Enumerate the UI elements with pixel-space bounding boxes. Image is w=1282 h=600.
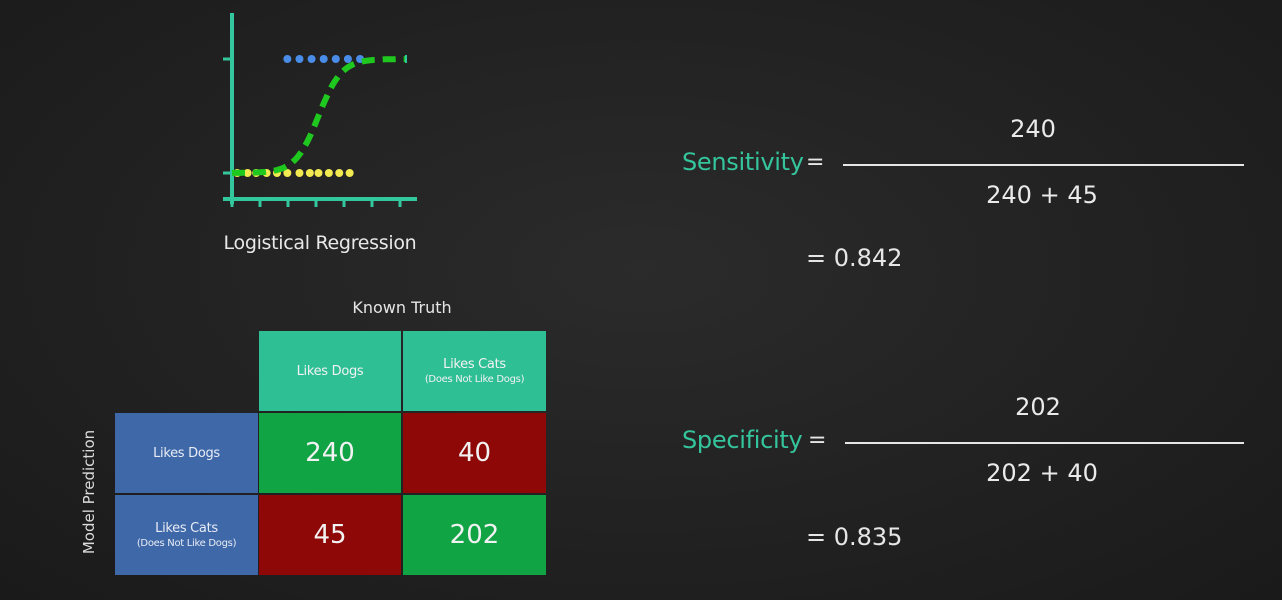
col-header-label: Likes Cats: [443, 357, 506, 372]
sensitivity-denominator: 240 + 45: [986, 181, 1098, 209]
data-point-bottom: [335, 169, 344, 177]
data-point-bottom: [295, 169, 304, 177]
row-axis-label: Model Prediction: [80, 429, 98, 555]
cell-value: 240: [305, 438, 355, 468]
data-point-bottom: [305, 169, 314, 177]
data-point-bottom: [314, 169, 323, 177]
col-header-sublabel: (Does Not Like Dogs): [424, 374, 525, 385]
specificity-label: Specificity: [682, 426, 803, 454]
row-header-likes-dogs: Likes Dogs: [115, 413, 258, 493]
logistic-curve: [232, 56, 405, 176]
data-point-top: [295, 55, 304, 63]
data-point-top: [283, 55, 292, 63]
specificity-equals: =: [808, 428, 827, 453]
data-point-bottom: [324, 169, 333, 177]
row-header-label: Likes Dogs: [153, 445, 220, 461]
logistic-regression-chart: [223, 13, 417, 207]
row-header-sublabel: (Does Not Like Dogs): [136, 538, 237, 549]
specificity-denominator: 202 + 40: [986, 459, 1098, 487]
sensitivity-result: = 0.842: [806, 244, 903, 272]
chart-axes: [223, 13, 417, 207]
data-point-bottom: [283, 169, 292, 177]
chart-caption: Logistical Regression: [223, 232, 417, 254]
col-header-label: Likes Dogs: [296, 363, 364, 379]
row-header-likes-cats: Likes Cats (Does Not Like Dogs): [115, 495, 258, 575]
data-point-top: [343, 55, 352, 63]
sensitivity-equals: =: [806, 150, 825, 175]
sensitivity-label: Sensitivity: [682, 148, 804, 176]
col-header-likes-dogs: Likes Dogs: [259, 331, 401, 411]
cell-value: 40: [457, 438, 492, 468]
cell-true-positive: 240: [259, 413, 401, 493]
data-point-top: [331, 55, 340, 63]
sensitivity-fraction-bar: [843, 164, 1244, 166]
specificity-fraction-bar: [845, 442, 1244, 444]
data-point-bottom: [243, 169, 252, 177]
matrix-title: Known Truth: [352, 298, 452, 317]
col-header-likes-cats: Likes Cats (Does Not Like Dogs): [403, 331, 546, 411]
data-point-top: [307, 55, 316, 63]
cell-value: 202: [449, 520, 500, 550]
cell-false-negative: 45: [259, 495, 401, 575]
cell-true-negative: 202: [403, 495, 546, 575]
cell-value: 45: [313, 520, 347, 550]
data-point-top: [319, 55, 328, 63]
cell-false-positive: 40: [403, 413, 546, 493]
specificity-numerator: 202: [1015, 393, 1061, 421]
specificity-result: = 0.835: [806, 523, 903, 551]
data-point-bottom: [345, 169, 354, 177]
sensitivity-numerator: 240: [1010, 115, 1056, 143]
row-header-label: Likes Cats: [155, 521, 218, 536]
